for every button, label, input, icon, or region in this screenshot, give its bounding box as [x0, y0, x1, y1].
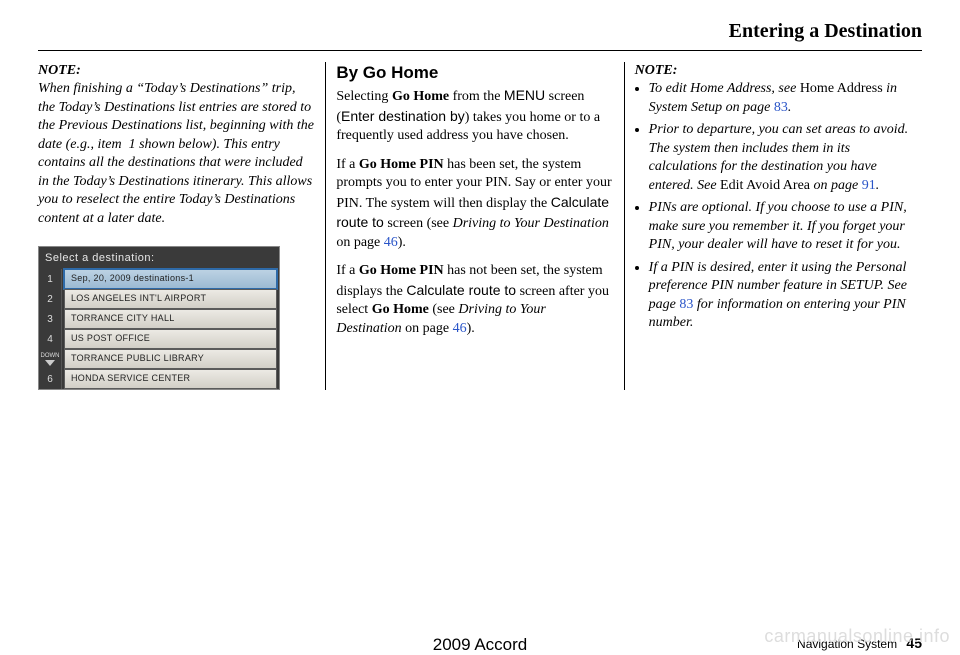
row-label: Sep, 20, 2009 destinations-1 — [64, 269, 277, 289]
page-title: Entering a Destination — [729, 20, 922, 43]
note-paragraph: NOTE: When finishing a “Today’s Destinat… — [38, 62, 315, 228]
text: on page — [402, 321, 453, 336]
page: Entering a Destination NOTE: When finish… — [38, 20, 922, 616]
watermark: carmanualsonline.info — [764, 626, 950, 647]
nav-screenshot: Select a destination: 1 Sep, 20, 2009 de… — [38, 246, 280, 390]
page-link[interactable]: 46 — [384, 235, 398, 250]
list-item: 4 US POST OFFICE — [39, 329, 279, 349]
down-arrow: DOWN — [39, 349, 62, 369]
text-bold: Go Home — [392, 89, 449, 104]
text: screen (see — [384, 216, 453, 231]
content-columns: NOTE: When finishing a “Today’s Destinat… — [38, 62, 922, 390]
paragraph: Selecting Go Home from the MENU screen (… — [336, 86, 613, 145]
row-number: 2 — [39, 289, 62, 309]
row-number: 6 — [39, 369, 62, 389]
text: on page — [810, 178, 862, 193]
text-sans: Calculate route to — [406, 282, 516, 298]
header-rule — [38, 50, 922, 51]
text: Selecting — [336, 89, 392, 104]
list-item: 3 TORRANCE CITY HALL — [39, 309, 279, 329]
text: To edit Home Address, see — [649, 81, 800, 96]
list-item: Prior to departure, you can set areas to… — [649, 121, 912, 195]
text-sans: Enter destination by — [341, 108, 465, 124]
text-roman: Home Address — [800, 81, 883, 96]
row-label: HONDA SERVICE CENTER — [64, 369, 277, 389]
down-triangle-icon — [45, 360, 55, 366]
page-link[interactable]: 83 — [679, 297, 693, 312]
page-link[interactable]: 83 — [774, 100, 788, 115]
list-item: 2 LOS ANGELES INT'L AIRPORT — [39, 289, 279, 309]
paragraph: If a Go Home PIN has been set, the syste… — [336, 156, 613, 252]
text: If a — [336, 263, 359, 278]
text: ). — [467, 321, 475, 336]
text: from the — [449, 89, 504, 104]
row-number: 1 — [39, 269, 62, 289]
text-sans: MENU — [504, 87, 545, 103]
row-label: TORRANCE CITY HALL — [64, 309, 277, 329]
row-label: TORRANCE PUBLIC LIBRARY — [64, 349, 277, 369]
column-2: By Go Home Selecting Go Home from the ME… — [325, 62, 623, 390]
text: . — [788, 100, 792, 115]
text-italic: Driving to Your Destination — [453, 216, 609, 231]
row-label: LOS ANGELES INT'L AIRPORT — [64, 289, 277, 309]
column-3: NOTE: To edit Home Address, see Home Add… — [624, 62, 922, 390]
text-bold: Go Home PIN — [359, 263, 444, 278]
screenshot-title: Select a destination: — [39, 247, 279, 268]
list-item: 1 Sep, 20, 2009 destinations-1 — [39, 269, 279, 289]
text-bold: Go Home PIN — [359, 157, 444, 172]
list-item: PINs are optional. If you choose to use … — [649, 199, 912, 254]
page-link[interactable]: 91 — [862, 178, 876, 193]
text: on page — [336, 235, 383, 250]
list-item: 6 HONDA SERVICE CENTER — [39, 369, 279, 389]
down-label: DOWN — [41, 353, 60, 359]
text: . — [876, 178, 880, 193]
text-bold: Go Home — [372, 302, 429, 317]
text: PINs are optional. If you choose to use … — [649, 200, 907, 252]
note-body: When finishing a “Today’s Destinations” … — [38, 81, 314, 225]
row-number: 4 — [39, 329, 62, 349]
column-1: NOTE: When finishing a “Today’s Destinat… — [38, 62, 325, 390]
text: If a — [336, 157, 359, 172]
list-item: DOWN TORRANCE PUBLIC LIBRARY — [39, 349, 279, 369]
section-heading: By Go Home — [336, 62, 613, 84]
row-label: US POST OFFICE — [64, 329, 277, 349]
footer-model: 2009 Accord — [433, 635, 528, 655]
screenshot-list: 1 Sep, 20, 2009 destinations-1 2 LOS ANG… — [39, 269, 279, 389]
row-number: 3 — [39, 309, 62, 329]
text: ). — [398, 235, 406, 250]
text-roman: Edit Avoid Area — [720, 178, 810, 193]
list-item: If a PIN is desired, enter it using the … — [649, 259, 912, 333]
text: (see — [429, 302, 459, 317]
paragraph: If a Go Home PIN has not been set, the s… — [336, 262, 613, 338]
note-label: NOTE: — [38, 63, 81, 78]
note-label: NOTE: — [635, 62, 912, 80]
note-list: To edit Home Address, see Home Address i… — [635, 80, 912, 332]
list-item: To edit Home Address, see Home Address i… — [649, 80, 912, 117]
page-link[interactable]: 46 — [453, 321, 467, 336]
